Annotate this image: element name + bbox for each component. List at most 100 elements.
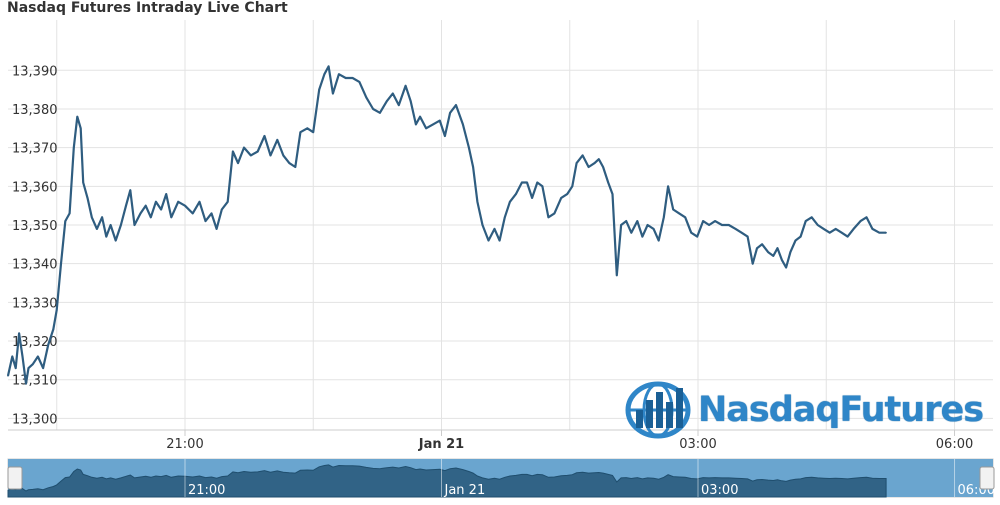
price-point — [21, 355, 24, 358]
price-point — [504, 216, 506, 219]
price-point — [419, 115, 421, 118]
price-point — [852, 228, 855, 230]
navigator-right-handle[interactable] — [979, 466, 995, 490]
x-tick-label: 06:00 — [936, 437, 973, 452]
price-point — [536, 181, 539, 184]
price-point — [129, 189, 132, 191]
y-tick-label: 13,360 — [12, 180, 58, 195]
price-point — [756, 247, 758, 249]
price-point — [667, 185, 669, 188]
price-point — [226, 201, 229, 203]
price-point — [42, 367, 44, 369]
price-point — [114, 239, 117, 242]
price-point — [105, 235, 108, 238]
x-tick-label: Jan 21 — [418, 437, 464, 452]
price-point — [678, 212, 680, 215]
price-point — [690, 231, 692, 234]
price-point — [476, 201, 479, 203]
price-point — [602, 166, 604, 168]
price-point — [728, 224, 730, 226]
price-point — [531, 197, 533, 199]
price-point — [191, 212, 194, 215]
price-point — [170, 216, 173, 219]
price-point — [323, 73, 326, 75]
price-point — [702, 220, 704, 222]
price-point — [455, 104, 457, 106]
price-point — [96, 228, 98, 230]
price-point — [885, 231, 887, 234]
price-point — [306, 127, 309, 130]
y-tick-label: 13,320 — [12, 335, 58, 350]
price-point — [751, 262, 754, 265]
y-tick-label: 13,380 — [12, 103, 58, 118]
price-point — [47, 344, 49, 346]
y-tick-label: 13,330 — [12, 296, 58, 311]
y-tick-label: 13,350 — [12, 219, 58, 234]
price-point — [160, 208, 162, 211]
price-point — [177, 201, 179, 203]
price-point — [481, 224, 484, 226]
price-point — [509, 201, 511, 203]
navigator[interactable]: 21:00 Jan 21 03:00 06:00 — [7, 458, 995, 498]
price-point — [139, 212, 142, 215]
chart-title: Nasdaq Futures Intraday Live Chart — [7, 0, 288, 16]
price-point — [327, 65, 330, 68]
price-point — [598, 158, 600, 160]
price-point — [150, 216, 152, 219]
price-point — [785, 266, 787, 269]
price-point — [547, 216, 550, 219]
price-point — [871, 228, 874, 230]
x-tick-label: 21:00 — [166, 437, 203, 452]
price-point — [294, 166, 297, 168]
x-tick-label: 03:00 — [679, 437, 716, 452]
price-point — [237, 162, 239, 164]
price-point — [684, 216, 686, 219]
grid-layer — [8, 20, 993, 430]
price-point — [64, 220, 67, 222]
price-point — [625, 220, 627, 222]
price-point — [165, 193, 167, 195]
price-point — [646, 224, 649, 226]
price-point — [571, 185, 574, 188]
y-tick-label: 13,370 — [12, 142, 58, 157]
y-axis: 13,390 13,380 13,370 13,360 13,350 13,340 13,3… — [12, 64, 58, 427]
price-point — [865, 216, 868, 219]
price-point — [52, 328, 55, 331]
price-point — [587, 166, 590, 168]
y-tick-label: 13,390 — [12, 64, 58, 79]
price-point — [828, 231, 831, 234]
price-point — [616, 274, 618, 277]
price-point — [493, 228, 496, 230]
price-point — [607, 181, 609, 184]
price-point — [155, 201, 157, 203]
price-point — [25, 382, 27, 385]
price-point — [776, 247, 779, 249]
price-point — [76, 115, 79, 118]
price-point — [672, 208, 674, 211]
price-point — [144, 204, 147, 207]
price-point — [708, 224, 710, 226]
price-point — [210, 212, 213, 215]
price-point — [318, 88, 321, 91]
price-point — [822, 228, 825, 230]
y-tick-label: 13,310 — [12, 374, 58, 389]
price-point — [740, 231, 743, 234]
price-point — [198, 201, 201, 203]
price-point — [439, 119, 441, 122]
price-point — [133, 224, 136, 226]
price-point — [358, 81, 361, 83]
price-point — [487, 239, 490, 242]
price-point — [232, 150, 234, 153]
price-point — [243, 146, 245, 149]
price-point — [344, 77, 347, 79]
price-point — [11, 355, 14, 358]
navigator-tick-label: 21:00 — [188, 483, 225, 498]
price-point — [263, 135, 266, 137]
navigator-tick-label: 03:00 — [701, 483, 738, 498]
price-point — [746, 235, 749, 238]
price-point — [425, 127, 427, 130]
price-point — [351, 77, 354, 79]
navigator-left-handle[interactable] — [7, 466, 23, 490]
price-point — [498, 239, 501, 242]
